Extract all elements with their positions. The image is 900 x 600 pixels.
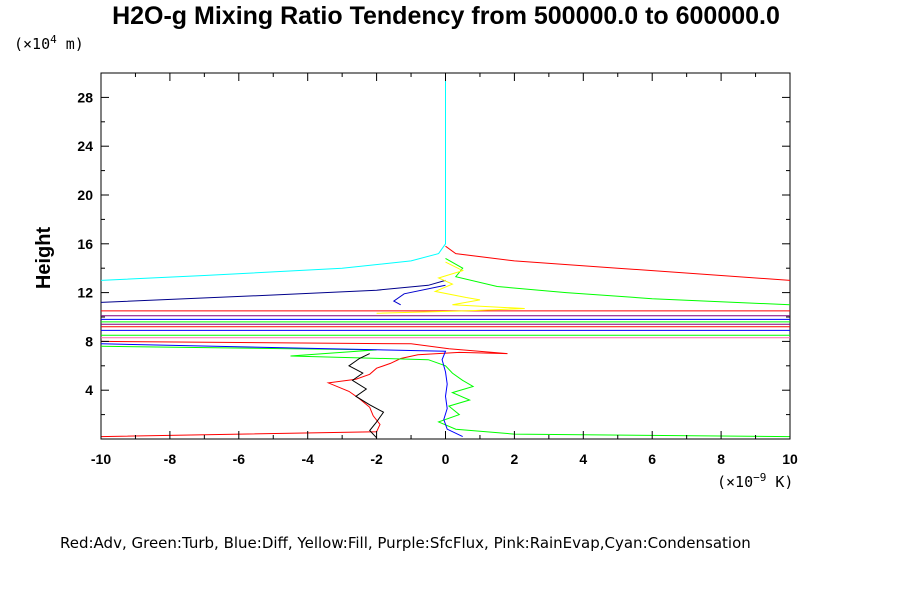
- y-tick-label: 8: [85, 333, 93, 349]
- x-axis-unit: (×10−9 K): [717, 471, 793, 491]
- series-line-13: [392, 284, 446, 306]
- x-tick-label: 10: [782, 451, 798, 467]
- x-tick-label: -8: [164, 451, 177, 467]
- series-line-8: [445, 257, 791, 306]
- y-tick-label: 20: [77, 187, 93, 203]
- x-tick-label: -6: [233, 451, 246, 467]
- x-tick-label: 8: [717, 451, 725, 467]
- x-tick-label: 2: [511, 451, 519, 467]
- series-line-15: [376, 261, 525, 314]
- y-tick-label: 24: [77, 138, 93, 154]
- series-line-5: [100, 345, 791, 438]
- x-tick-label: -2: [370, 451, 383, 467]
- y-axis-unit: (×104 m): [14, 33, 84, 53]
- x-tick-label: 0: [442, 451, 450, 467]
- x-tick-label: -4: [301, 451, 314, 467]
- series-line-9: [100, 343, 463, 438]
- y-axis-label: Height: [33, 227, 55, 290]
- x-tick-label: 4: [579, 451, 587, 467]
- y-tick-label: 12: [77, 285, 93, 301]
- series-line-14: [348, 353, 385, 439]
- series-line-12: [100, 279, 446, 303]
- legend-text: Red:Adv, Green:Turb, Blue:Diff, Yellow:F…: [60, 534, 751, 552]
- series-line-19: [100, 73, 446, 281]
- x-tick-labels: -10 -8 -6 -4 -2 0 2 4 6 8 10: [91, 451, 798, 467]
- tick-marks: [100, 73, 791, 439]
- y-tick-label: 16: [77, 236, 93, 252]
- y-tick-labels: 4 8 12 16 20 24 28: [77, 89, 93, 398]
- y-tick-label: 28: [77, 89, 93, 105]
- x-tick-label: 6: [648, 451, 656, 467]
- series-line-1: [100, 340, 508, 438]
- x-tick-label: -10: [91, 451, 111, 467]
- series-layer: [100, 73, 791, 439]
- y-tick-label: 4: [85, 382, 93, 398]
- series-line-4: [445, 245, 791, 281]
- plot-area: [100, 72, 791, 440]
- chart-title: H2O-g Mixing Ratio Tendency from 500000.…: [112, 2, 780, 30]
